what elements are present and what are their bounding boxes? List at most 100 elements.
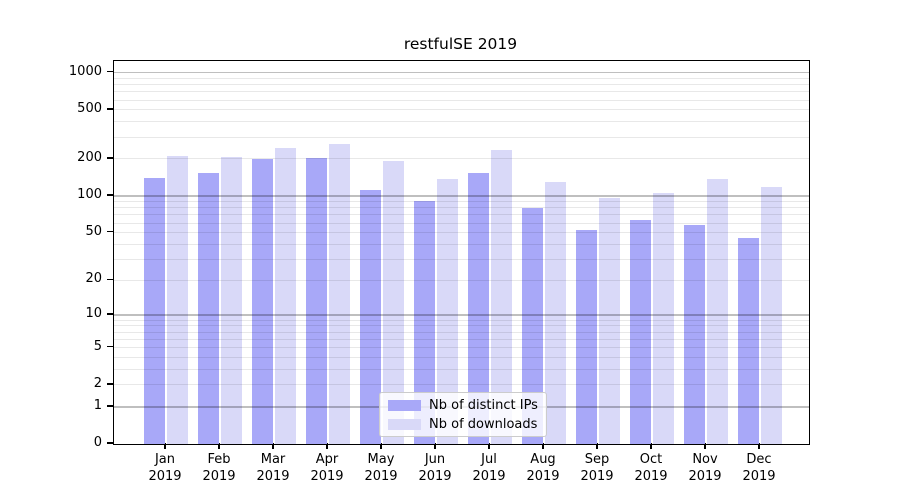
bar-downloads-jan — [167, 156, 188, 444]
y-axis-tick — [107, 157, 113, 159]
x-label-month: Oct — [639, 452, 663, 467]
legend-item-downloads: Nb of downloads — [388, 416, 538, 432]
x-axis-tick-label: Jan 2019 — [130, 452, 200, 485]
x-label-year: 2019 — [526, 468, 560, 484]
legend-label-distinct-ips: Nb of distinct IPs — [429, 397, 538, 413]
x-axis-tick-label: Oct 2019 — [616, 452, 686, 485]
bar-distinct-ips-sep — [576, 229, 597, 444]
legend-item-distinct-ips: Nb of distinct IPs — [388, 397, 538, 413]
major-gridline — [114, 71, 809, 74]
x-axis-tick — [380, 443, 382, 449]
y-axis-tick-label: 5 — [93, 338, 102, 354]
minor-gridline — [114, 325, 809, 327]
x-axis-tick — [272, 443, 274, 449]
plot-area — [113, 60, 810, 445]
x-axis-tick-label: Aug 2019 — [508, 452, 578, 485]
x-label-month: Dec — [746, 452, 772, 467]
minor-gridline — [114, 347, 809, 349]
bar-downloads-dec — [761, 186, 782, 444]
chart-title: restfulSE 2019 — [403, 35, 518, 53]
bar-distinct-ips-may — [360, 189, 381, 444]
x-label-month: Feb — [207, 452, 231, 467]
x-axis-tick-label: Sep 2019 — [562, 452, 632, 485]
x-axis-tick — [218, 443, 220, 449]
x-label-year: 2019 — [148, 468, 182, 484]
minor-gridline — [114, 338, 809, 340]
x-axis-tick — [488, 443, 490, 449]
minor-gridline — [114, 369, 809, 370]
minor-gridline — [114, 158, 809, 160]
x-axis-tick-label: Dec 2019 — [724, 452, 794, 485]
bar-distinct-ips-feb — [198, 172, 219, 444]
bar-downloads-aug — [545, 181, 566, 444]
minor-gridline — [114, 136, 809, 138]
x-axis-tick-label: Feb 2019 — [184, 452, 254, 485]
bar-downloads-apr — [329, 144, 350, 444]
minor-gridline — [114, 384, 809, 386]
minor-gridline — [114, 214, 809, 216]
x-label-year: 2019 — [472, 468, 506, 484]
x-label-month: Jun — [424, 452, 446, 467]
y-axis-tick — [107, 70, 113, 73]
x-label-month: Nov — [692, 452, 718, 467]
x-axis-tick — [326, 443, 328, 449]
x-axis-tick-label: Jun 2019 — [400, 452, 470, 485]
bar-downloads-may — [383, 161, 404, 444]
minor-gridline — [114, 232, 809, 234]
x-axis-tick-label: May 2019 — [346, 452, 416, 485]
x-label-year: 2019 — [634, 468, 668, 484]
minor-gridline — [114, 91, 809, 93]
x-label-year: 2019 — [742, 468, 776, 484]
minor-gridline — [114, 222, 809, 224]
y-axis-tick-label: 100 — [77, 186, 102, 202]
y-axis-tick — [107, 383, 113, 385]
bar-downloads-mar — [275, 147, 296, 444]
bar-distinct-ips-jun — [414, 200, 435, 444]
y-axis-tick — [107, 230, 113, 233]
x-axis-tick — [434, 443, 436, 449]
y-axis-tick — [107, 442, 113, 444]
x-label-year: 2019 — [202, 468, 236, 484]
bar-distinct-ips-mar — [252, 159, 273, 444]
minor-gridline — [114, 121, 809, 123]
y-axis-tick — [107, 108, 113, 110]
y-axis-tick — [107, 194, 113, 196]
x-label-year: 2019 — [418, 468, 452, 484]
legend-swatch-downloads — [388, 418, 421, 430]
x-label-month: Sep — [584, 452, 610, 467]
x-axis-tick-label: Nov 2019 — [670, 452, 740, 485]
y-axis-tick-label: 2 — [93, 375, 102, 391]
x-label-month: Aug — [530, 452, 556, 467]
x-label-year: 2019 — [310, 468, 344, 484]
x-axis-tick — [164, 443, 166, 449]
minor-gridline — [114, 201, 809, 202]
legend: Nb of distinct IPs Nb of downloads — [379, 392, 547, 437]
bar-downloads-nov — [707, 178, 728, 444]
y-axis-tick — [107, 313, 113, 315]
y-axis-tick-label: 1 — [93, 397, 102, 413]
bar-downloads-jul — [491, 149, 512, 444]
y-axis-tick — [107, 405, 113, 407]
minor-gridline — [114, 77, 809, 79]
x-axis-tick — [758, 443, 760, 449]
minor-gridline — [114, 243, 809, 245]
y-axis-tick-label: 1000 — [68, 63, 102, 79]
bar-downloads-jun — [437, 178, 458, 444]
x-label-month: May — [367, 452, 395, 467]
x-axis-tick-label: Jul 2019 — [454, 452, 524, 485]
x-label-month: Jan — [154, 452, 176, 467]
minor-gridline — [114, 319, 809, 321]
x-label-month: Jul — [481, 452, 497, 467]
x-axis-tick-label: Apr 2019 — [292, 452, 362, 485]
y-axis-tick-label: 200 — [77, 149, 102, 165]
x-axis-tick — [542, 443, 544, 449]
y-axis-tick-label: 20 — [85, 271, 102, 287]
bar-distinct-ips-aug — [522, 207, 543, 444]
x-label-year: 2019 — [364, 468, 398, 484]
legend-swatch-distinct-ips — [388, 399, 421, 411]
minor-gridline — [114, 279, 809, 281]
y-axis-tick — [107, 345, 113, 348]
x-axis-tick — [596, 443, 598, 449]
bar-distinct-ips-jan — [144, 177, 165, 444]
